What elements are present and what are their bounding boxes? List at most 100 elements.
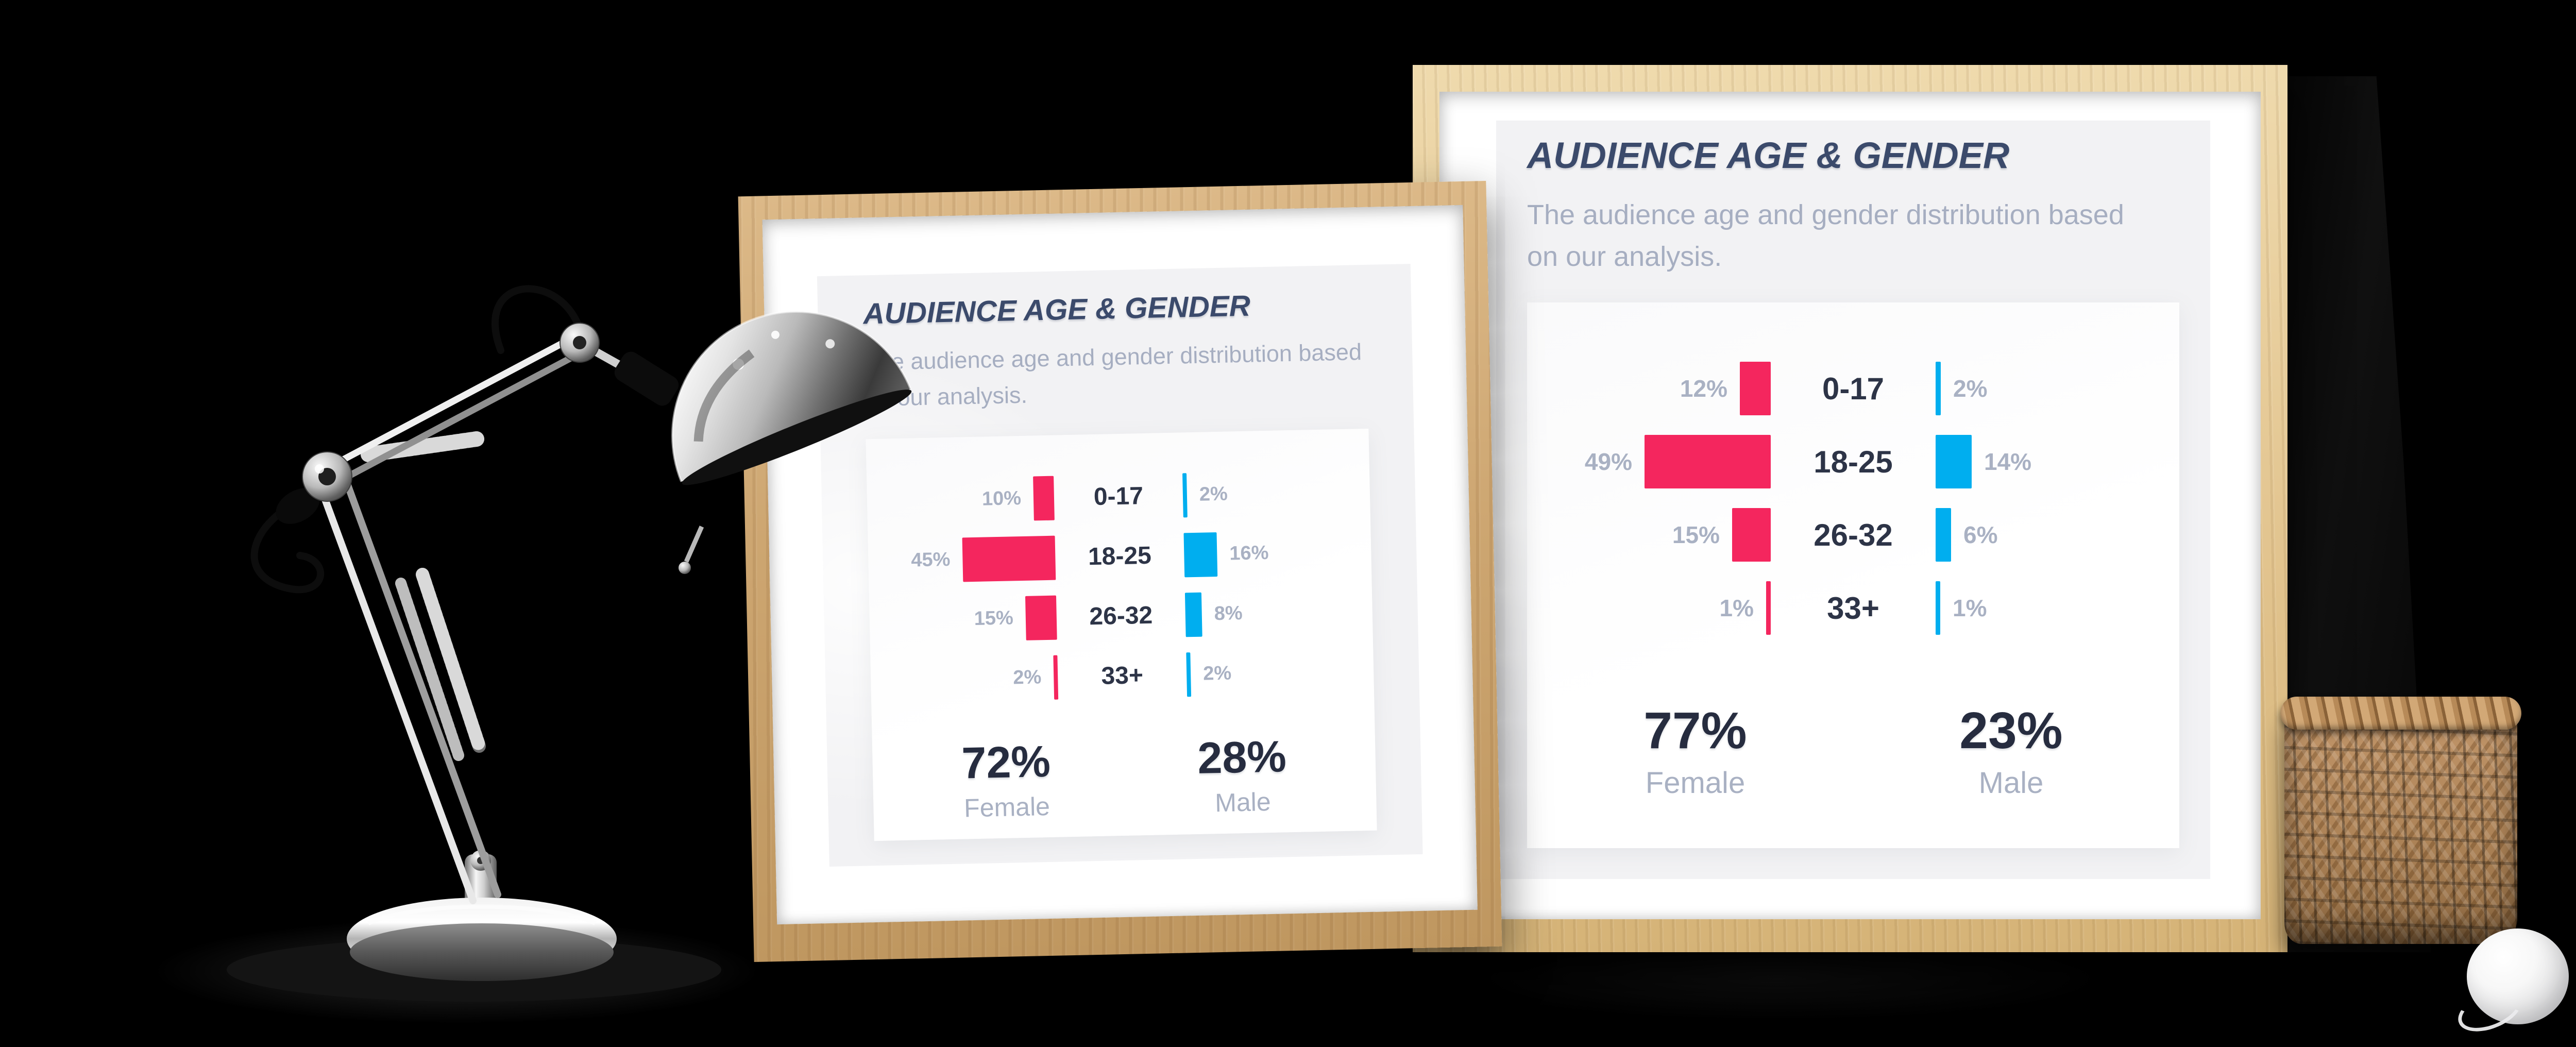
female-bar bbox=[1740, 362, 1771, 415]
picture-frame-small: AUDIENCE AGE & GENDER The audience age a… bbox=[738, 180, 1502, 962]
male-percent-label: 6% bbox=[1963, 521, 1998, 548]
male-bar-cell: 16% bbox=[1183, 529, 1354, 577]
female-percent-label: 2% bbox=[1012, 666, 1042, 689]
white-ball-ornament bbox=[2452, 928, 2569, 1040]
male-bar bbox=[1936, 508, 1951, 562]
frame-mat: AUDIENCE AGE & GENDER The audience age a… bbox=[1439, 92, 2261, 919]
audience-card: AUDIENCE AGE & GENDER The audience age a… bbox=[817, 264, 1423, 867]
card-title: AUDIENCE AGE & GENDER bbox=[1527, 136, 2010, 176]
age-group-label: 33+ bbox=[1100, 662, 1144, 690]
male-bar bbox=[1182, 472, 1188, 517]
picture-frame-large: AUDIENCE AGE & GENDER The audience age a… bbox=[1413, 65, 2287, 952]
female-total-block: 77% Female bbox=[1537, 701, 1853, 800]
chart-row: 10% 0-17 2% bbox=[884, 462, 1353, 531]
female-percent-label: 1% bbox=[1719, 595, 1754, 621]
lamp-bulb-tip bbox=[679, 526, 704, 574]
male-total-label: Male bbox=[1214, 787, 1272, 817]
male-percent-label: 1% bbox=[1953, 595, 1987, 621]
male-total-value: 28% bbox=[1197, 731, 1287, 783]
gender-totals: 77% Female 23% Male bbox=[1537, 701, 2169, 800]
female-total-value: 77% bbox=[1643, 702, 1747, 759]
male-percent-label: 14% bbox=[1984, 448, 2032, 475]
female-percent-label: 15% bbox=[974, 607, 1014, 630]
male-percent-label: 2% bbox=[1202, 662, 1232, 685]
female-bar bbox=[1645, 435, 1771, 488]
lamp-cable bbox=[250, 486, 328, 594]
chart-row: 49% 18-25 14% bbox=[1544, 425, 2162, 498]
female-total-label: Female bbox=[963, 791, 1050, 822]
female-bar bbox=[1766, 581, 1771, 635]
female-bar bbox=[1732, 508, 1771, 562]
male-bar-cell: 1% bbox=[1936, 581, 2162, 635]
card-subtitle: The audience age and gender distribution… bbox=[863, 339, 1362, 412]
female-total-label: Female bbox=[1645, 766, 1745, 800]
lamp-arm-lower bbox=[317, 475, 501, 904]
male-total-block: 28% Male bbox=[1124, 730, 1361, 820]
woven-basket bbox=[2280, 697, 2521, 944]
female-bar-cell: 15% bbox=[1544, 508, 1771, 562]
male-bar bbox=[1936, 435, 1972, 488]
female-percent-label: 10% bbox=[981, 487, 1022, 510]
female-bar-cell: 10% bbox=[884, 476, 1055, 524]
chart-row: 1% 33+ 1% bbox=[1544, 571, 2162, 645]
age-gender-chart: 12% 0-17 2% 49% 18-25 14% 15% 26-32 6% 1% 33+ 1% bbox=[1544, 352, 2162, 645]
female-percent-label: 15% bbox=[1672, 521, 1720, 548]
basket-rim bbox=[2280, 697, 2521, 730]
male-bar-cell: 14% bbox=[1936, 435, 2162, 488]
female-bar-cell: 2% bbox=[887, 655, 1059, 703]
chart-panel: 10% 0-17 2% 45% 18-25 16% 15% 26-32 8% 2% 33+ 2% 72… bbox=[866, 428, 1377, 841]
male-bar-cell: 2% bbox=[1186, 649, 1357, 697]
male-bar bbox=[1186, 652, 1192, 697]
female-bar bbox=[962, 535, 1056, 582]
male-bar-cell: 6% bbox=[1936, 508, 2162, 562]
female-total-block: 72% Female bbox=[888, 734, 1125, 824]
female-percent-label: 45% bbox=[910, 548, 951, 571]
male-bar bbox=[1183, 532, 1218, 577]
lamp-arm-upper bbox=[324, 331, 587, 487]
chart-row: 15% 26-32 8% bbox=[886, 581, 1356, 651]
card-subtitle: The audience age and gender distribution… bbox=[1527, 199, 2124, 272]
age-gender-chart: 10% 0-17 2% 45% 18-25 16% 15% 26-32 8% 2% 33+ 2% bbox=[884, 462, 1358, 711]
age-group-label: 0-17 bbox=[1822, 371, 1885, 406]
male-bar bbox=[1184, 592, 1202, 637]
female-total-value: 72% bbox=[961, 736, 1051, 788]
male-percent-label: 2% bbox=[1199, 483, 1228, 505]
gender-totals: 72% Female 28% Male bbox=[888, 730, 1361, 824]
lamp-cable bbox=[492, 285, 582, 354]
male-total-value: 23% bbox=[1959, 702, 2063, 759]
male-bar-cell: 2% bbox=[1936, 362, 2162, 415]
age-group-label: 18-25 bbox=[1814, 444, 1893, 479]
male-percent-label: 2% bbox=[1953, 375, 1988, 402]
female-bar-cell: 45% bbox=[885, 535, 1056, 583]
male-total-label: Male bbox=[1978, 766, 2044, 800]
female-bar-cell: 12% bbox=[1544, 362, 1771, 415]
age-group-label: 0-17 bbox=[1093, 482, 1144, 511]
ornament-string bbox=[2452, 981, 2528, 1040]
male-bar-cell: 2% bbox=[1182, 469, 1353, 517]
audience-card: AUDIENCE AGE & GENDER The audience age a… bbox=[1496, 121, 2210, 879]
age-group-label: 33+ bbox=[1827, 590, 1879, 626]
age-group-label: 26-32 bbox=[1814, 517, 1893, 552]
card-title: AUDIENCE AGE & GENDER bbox=[862, 289, 1251, 331]
male-bar-cell: 8% bbox=[1184, 589, 1356, 637]
female-percent-label: 12% bbox=[1680, 375, 1727, 402]
male-percent-label: 16% bbox=[1229, 542, 1269, 565]
female-bar-cell: 1% bbox=[1544, 581, 1771, 635]
female-bar bbox=[1033, 476, 1055, 520]
chart-row: 15% 26-32 6% bbox=[1544, 498, 2162, 571]
male-total-block: 23% Male bbox=[1853, 701, 2169, 800]
lamp-top-joint bbox=[560, 323, 679, 406]
female-bar-cell: 15% bbox=[886, 595, 1057, 643]
male-bar bbox=[1936, 581, 1940, 635]
male-bar bbox=[1936, 362, 1941, 415]
lamp-spring bbox=[361, 431, 486, 761]
chart-row: 12% 0-17 2% bbox=[1544, 352, 2162, 425]
frame-mat: AUDIENCE AGE & GENDER The audience age a… bbox=[762, 205, 1478, 925]
male-percent-label: 8% bbox=[1214, 602, 1243, 625]
female-bar-cell: 49% bbox=[1544, 435, 1771, 488]
chart-row: 2% 33+ 2% bbox=[887, 641, 1357, 711]
female-percent-label: 49% bbox=[1584, 448, 1632, 475]
age-group-label: 26-32 bbox=[1089, 601, 1153, 631]
chart-row: 45% 18-25 16% bbox=[885, 521, 1354, 591]
